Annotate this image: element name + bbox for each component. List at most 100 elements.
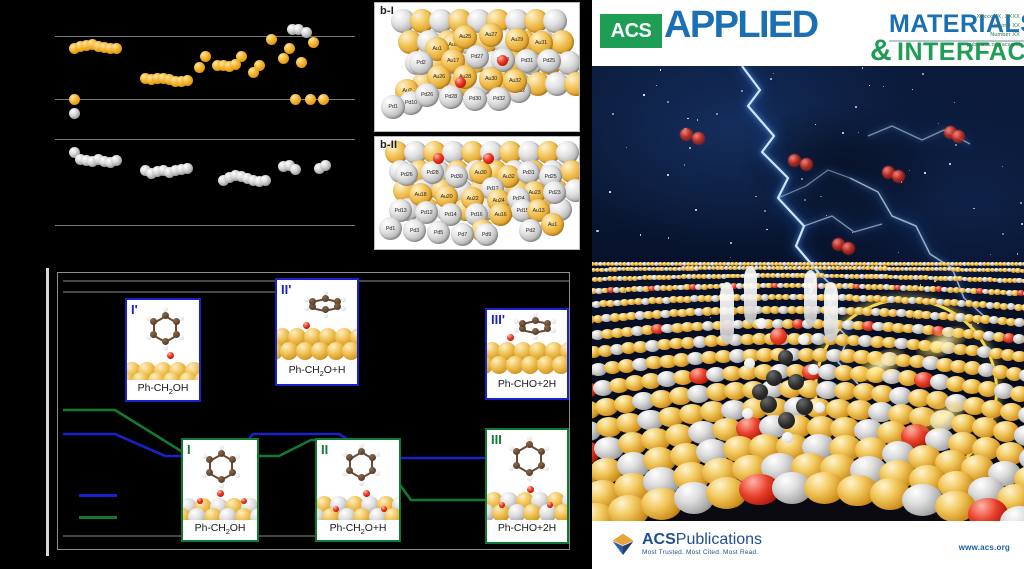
issue-url: pubs.acs.org/acsami — [967, 41, 1020, 50]
hydrogen-atom — [219, 483, 224, 488]
cover-masthead: ACS APPLIED MATERIALS & INTERFACES Xxxxx… — [592, 0, 1024, 66]
hydrogen-atom — [179, 335, 184, 340]
energy-profile-diagram: I' Ph-CH2OH II' Ph-CH2O+H III' Ph-CHO+2H… — [46, 268, 576, 556]
carbon-atom — [206, 456, 213, 463]
hydrogen-atom — [509, 446, 514, 451]
oxygen-atom — [217, 490, 224, 497]
state-roman-II: II — [321, 442, 328, 457]
panel-label-b1: b-I — [380, 5, 394, 17]
hydrogen-atom — [551, 328, 556, 333]
scatter-point-pd — [111, 155, 122, 166]
gridline — [55, 139, 355, 140]
state-roman-I: I — [187, 442, 191, 457]
scatter-point-au — [284, 43, 295, 54]
hydrogen-atom — [359, 443, 364, 448]
hydrogen-atom — [375, 452, 380, 457]
structure-panel-b1: b-I Au25Au27Au29Au31Au1Au9Pd2Au17Pd27Pd2… — [374, 2, 580, 132]
hydrogen-atom — [235, 454, 240, 459]
scatter-point-pd — [182, 163, 193, 174]
oxygen-atom — [333, 506, 339, 512]
scatter-point-au — [200, 51, 211, 62]
atom-au16: Au16 — [489, 203, 512, 226]
scatter-point-au — [296, 57, 307, 68]
legend-swatch-blue — [79, 494, 117, 497]
o2-molecule — [800, 158, 813, 171]
state-roman-III-prime: III' — [491, 312, 505, 327]
hydrogen-atom — [527, 476, 532, 481]
acs-website-link[interactable]: www.acs.org — [959, 543, 1010, 552]
o2-molecule — [692, 132, 705, 145]
carbon-atom — [150, 318, 157, 325]
scatter-point-au — [182, 75, 193, 86]
carbon-atom — [526, 469, 533, 476]
state-art-II — [317, 440, 399, 520]
hydrogen-atom — [341, 306, 346, 311]
scatter-point-au — [69, 94, 80, 105]
surface-nanoparticle — [1010, 386, 1024, 402]
carbon-atom — [322, 306, 329, 313]
hydrogen-atom — [551, 319, 556, 324]
oxygen-atom — [167, 352, 174, 359]
o2-molecule — [842, 242, 855, 255]
molecule-atom-h — [742, 408, 753, 419]
molecule-atom-c — [788, 374, 804, 390]
hydrogen-streak — [824, 282, 838, 342]
scatter-point-au — [236, 51, 247, 62]
structure-panel-b2: b-II Pd26 Pd28 Pd30 Au30 Au32 Pd31 Pd25 Pd12 Au2… — [374, 136, 580, 250]
scatter-point-pd — [320, 160, 331, 171]
oxygen-atom — [197, 498, 203, 504]
issue-metadata: Xxxxx XX, XXXX Volume XX Number XX pubs.… — [967, 13, 1020, 50]
atom-pd25: Pd25 — [537, 49, 561, 73]
hydrogen-atom — [163, 345, 168, 350]
carbon-atom — [218, 476, 225, 483]
atom-pd1: Pd1 — [379, 217, 402, 240]
hydrogen-atom — [146, 316, 151, 321]
oxygen-atom — [507, 334, 514, 341]
molecule-atom-h — [756, 318, 767, 329]
o2-molecule — [892, 170, 905, 183]
atom-sphere — [564, 179, 580, 202]
hydrogen-atom — [341, 297, 346, 302]
acs-badge-text: ACS — [611, 20, 652, 43]
state-card-II-prime: II' Ph-CH2O+H — [275, 278, 359, 386]
state-caption-I-prime: Ph-CH2OH — [127, 380, 199, 399]
carbon-atom — [162, 312, 169, 319]
scatter-point-au — [290, 94, 301, 105]
molecule-atom-h — [798, 334, 809, 345]
scatter-point-au — [194, 62, 205, 73]
state-caption-II: Ph-CH2O+H — [317, 520, 399, 539]
hydrogen-atom — [514, 328, 519, 333]
carbon-atom — [519, 320, 526, 327]
oxygen-atom — [547, 502, 553, 508]
scatter-point-au — [254, 60, 265, 71]
scatter-point-au — [318, 94, 329, 105]
hydrogen-atom — [375, 471, 380, 476]
hydrogen-atom — [202, 454, 207, 459]
hydrogen-atom — [533, 335, 538, 340]
atom-pd23: Pd23 — [543, 181, 566, 204]
o2-molecule — [952, 130, 965, 143]
hydrogen-streak — [804, 270, 817, 326]
panel-label-b2: b-II — [380, 139, 397, 151]
atom-sphere — [455, 77, 466, 88]
molecule-atom-o — [770, 328, 787, 345]
state-art-I-prime — [127, 300, 199, 380]
hydrogen-atom — [235, 473, 240, 478]
state-card-III: III Ph-CHO+2H — [485, 428, 569, 544]
oxygen-atom — [499, 502, 505, 508]
molecule-atom-c — [778, 412, 795, 429]
atom-pd7: Pd7 — [451, 223, 474, 246]
scatter-point-pd — [69, 108, 80, 119]
oxygen-atom — [241, 498, 247, 504]
state-roman-I-prime: I' — [131, 302, 138, 317]
scatter-point-pd — [301, 27, 312, 38]
oxygen-atom — [381, 506, 387, 512]
left-figure-pane: b-I Au25Au27Au29Au31Au1Au9Pd2Au17Pd27Pd2… — [0, 0, 592, 569]
hydrogen-atom — [323, 290, 328, 295]
state-roman-II-prime: II' — [281, 282, 291, 297]
hydrogen-atom — [533, 312, 538, 317]
hydrogen-atom — [359, 481, 364, 486]
molecule-atom-h — [814, 402, 825, 413]
carbon-atom — [346, 454, 353, 461]
state-caption-III-prime: Ph-CHO+2H — [487, 376, 567, 393]
